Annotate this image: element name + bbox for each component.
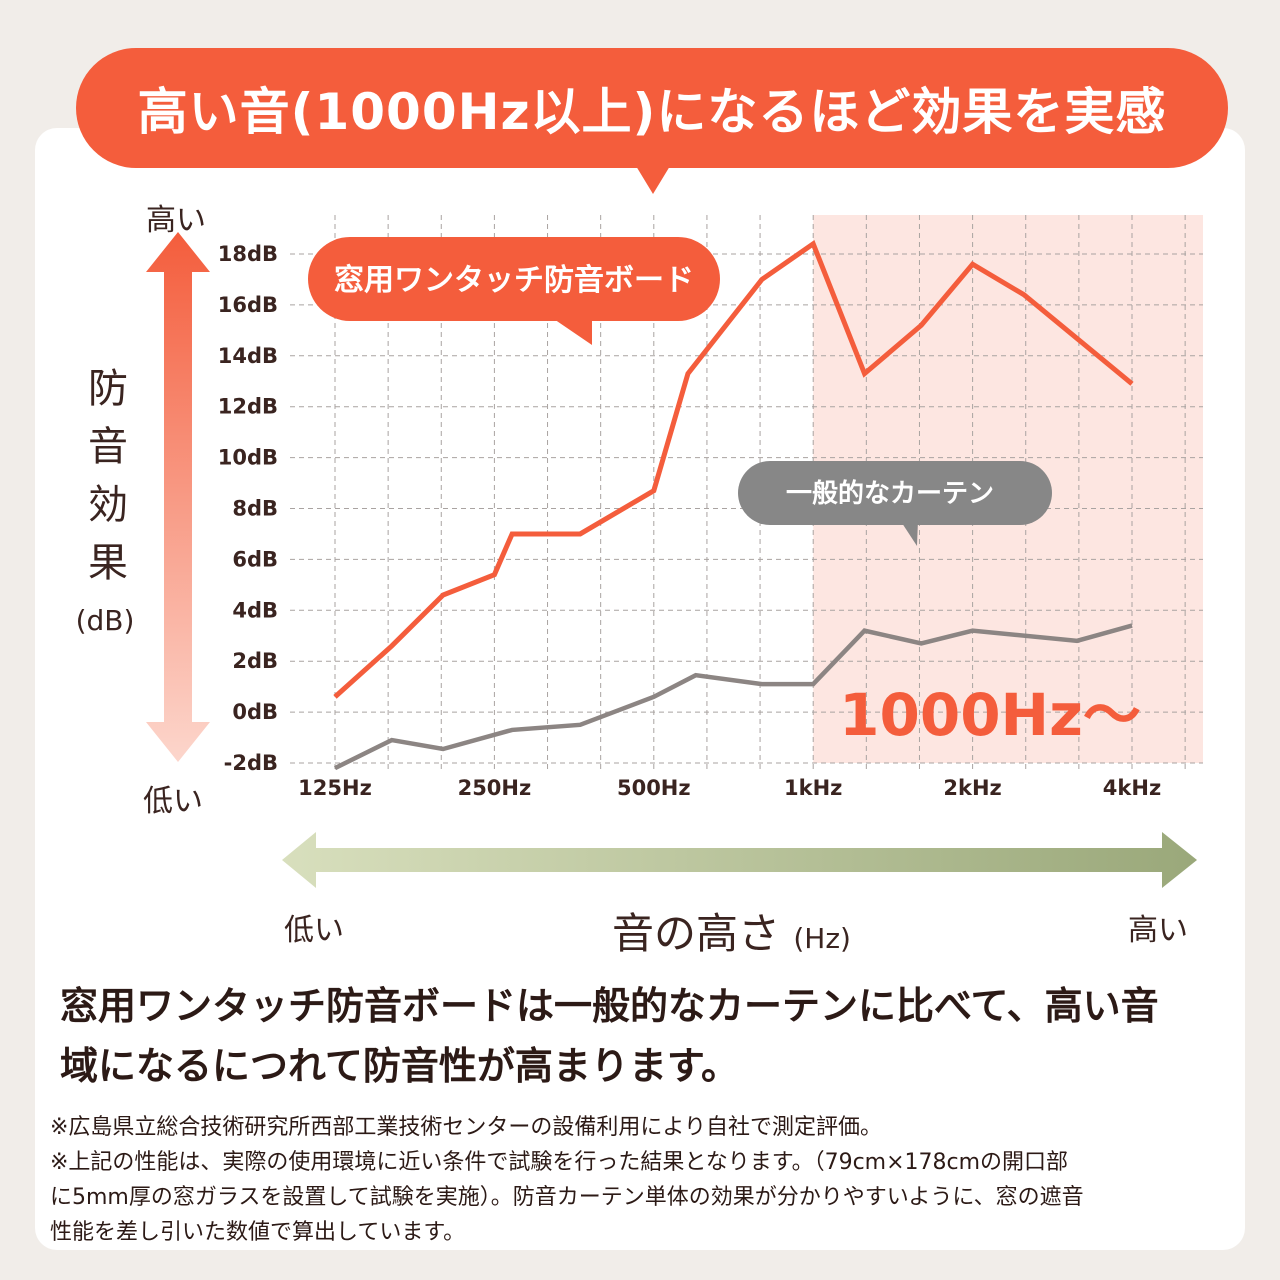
y-tick-label: 18dB xyxy=(218,242,278,266)
y-tick-label: 4dB xyxy=(232,598,278,622)
headline-text: 高い音(1000Hz以上)になるほど効果を実感 xyxy=(137,83,1167,141)
summary-statement: 窓用ワンタッチ防音ボードは一般的なカーテンに比べて、高い音 域になるにつれて防音… xyxy=(60,976,1159,1096)
x-axis-title: 音の高さ (Hz) xyxy=(612,900,851,961)
y-tick-label: 6dB xyxy=(232,547,278,571)
y-axis-high-label: 高い xyxy=(146,203,206,238)
footnote: ※広島県立総合技術研究所西部工業技術センターの設備利用により自社で測定評価。 xyxy=(50,1115,882,1140)
y-tick-label: 16dB xyxy=(218,293,278,317)
legend-callout-pointer xyxy=(900,520,918,546)
y-title-char: 防 xyxy=(88,366,128,412)
headline-pointer xyxy=(636,166,670,194)
y-tick-label: -2dB xyxy=(224,751,278,775)
y-tick-label: 14dB xyxy=(218,344,278,368)
x-tick-label: 2kHz xyxy=(943,776,1001,800)
y-axis-arrow xyxy=(146,232,210,762)
legend-callout-curtain xyxy=(738,461,1052,525)
y-axis-title: 防 音 効 果 (dB) xyxy=(76,360,138,650)
x-tick-label: 250Hz xyxy=(458,776,532,800)
y-axis-low-label: 低い xyxy=(143,784,203,819)
y-tick-label: 8dB xyxy=(232,497,278,521)
x-tick-label: 125Hz xyxy=(298,776,372,800)
summary-line: 域になるにつれて防音性が高まります。 xyxy=(60,1044,740,1088)
x-axis-unit: (Hz) xyxy=(793,922,851,955)
x-axis-high-label: 高い xyxy=(1128,913,1188,948)
y-tick-label: 0dB xyxy=(232,700,278,724)
x-axis-title-text: 音の高さ xyxy=(612,909,781,958)
x-tick-label: 500Hz xyxy=(617,776,691,800)
legend-label-curtain: 一般的なカーテン xyxy=(786,478,994,509)
y-title-char: 効 xyxy=(88,482,128,528)
legend-callout-board xyxy=(308,237,720,321)
x-tick-label: 4kHz xyxy=(1103,776,1161,800)
y-title-char: 音 xyxy=(88,424,128,470)
summary-line: 窓用ワンタッチ防音ボードは一般的なカーテンに比べて、高い音 xyxy=(60,984,1159,1028)
y-title-char: 果 xyxy=(88,540,128,586)
highlight-label: 1000Hz〜 xyxy=(839,681,1141,749)
series-line-curtain xyxy=(334,623,1133,771)
headline-banner: 高い音(1000Hz以上)になるほど効果を実感 xyxy=(76,48,1228,168)
y-tick-label: 2dB xyxy=(232,649,278,673)
y-tick-label: 10dB xyxy=(218,446,278,470)
footnote: 性能を差し引いた数値で算出しています。 xyxy=(50,1220,466,1245)
legend-callout-pointer xyxy=(548,315,592,345)
x-axis-arrow xyxy=(282,832,1197,888)
footnotes: ※広島県立総合技術研究所西部工業技術センターの設備利用により自社で測定評価。 ※… xyxy=(50,1110,1084,1250)
x-axis-low-label: 低い xyxy=(284,913,344,948)
x-tick-label: 1kHz xyxy=(784,776,842,800)
y-tick-label: 12dB xyxy=(218,395,278,419)
footnote: に5mm厚の窓ガラスを設置して試験を実施）。防音カーテン単体の効果が分かりやすい… xyxy=(50,1185,1084,1210)
y-axis-unit: (dB) xyxy=(75,604,135,637)
legend-label-board: 窓用ワンタッチ防音ボード xyxy=(334,263,694,298)
footnote: ※上記の性能は、実際の使用環境に近い条件で試験を行った結果となります。（79cm… xyxy=(50,1150,1069,1175)
